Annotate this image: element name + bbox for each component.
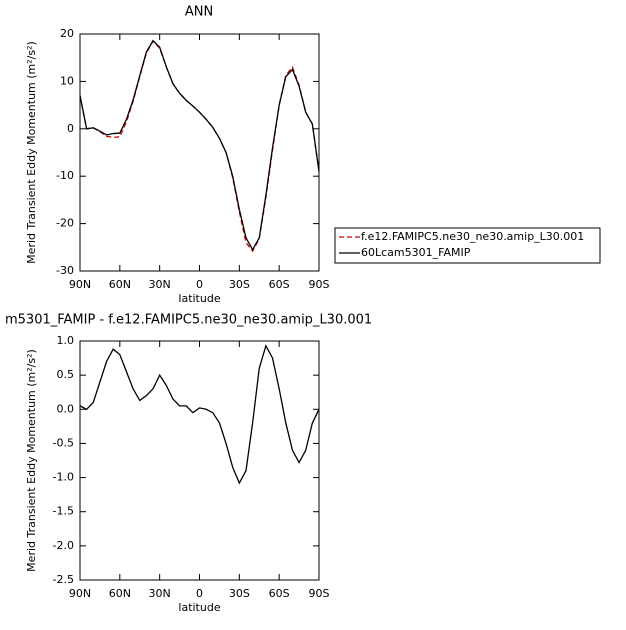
legend-box — [334, 227, 601, 264]
x-tick-label: 30N — [149, 587, 171, 600]
x-tick-label: 30N — [149, 278, 171, 291]
legend-label: f.e12.FAMIPC5.ne30_ne30.amip_L30.001 — [361, 230, 584, 243]
x-tick-label: 90N — [69, 278, 91, 291]
x-tick-label: 60N — [109, 587, 131, 600]
x-axis-label: latitude — [178, 601, 220, 614]
series-line — [79, 344, 320, 485]
y-tick-label: -0.5 — [53, 436, 74, 449]
y-tick-label: 0.5 — [57, 368, 75, 381]
y-tick-label: 10 — [60, 74, 74, 87]
chart-title: ANN — [185, 5, 213, 20]
x-tick-label: 30S — [229, 587, 250, 600]
x-tick-label: 90N — [69, 587, 91, 600]
y-tick-label: -2.0 — [53, 539, 74, 552]
y-tick-label: 0 — [67, 122, 74, 135]
y-axis-label: Merid Transient Eddy Momentum (m²/s²) — [25, 41, 38, 264]
y-tick-label: -1.5 — [53, 505, 74, 518]
x-axis-label: latitude — [178, 292, 220, 305]
y-tick-label: -10 — [56, 169, 74, 182]
y-tick-label: 20 — [60, 27, 74, 40]
y-tick-label: 1.0 — [57, 334, 75, 347]
y-axis-label: Merid Transient Eddy Momentum (m²/s²) — [25, 349, 38, 572]
x-tick-label: 90S — [309, 587, 330, 600]
y-tick-label: -20 — [56, 217, 74, 230]
x-tick-label: 60S — [269, 278, 290, 291]
x-tick-label: 90S — [309, 278, 330, 291]
legend-label: 60Lcam5301_FAMIP — [361, 246, 471, 259]
y-tick-label: -2.5 — [53, 573, 74, 586]
plot-frame — [79, 340, 320, 581]
series-line — [79, 39, 320, 251]
x-tick-label: 30S — [229, 278, 250, 291]
x-tick-label: 0 — [196, 278, 203, 291]
y-tick-label: -1.0 — [53, 471, 74, 484]
y-tick-label: 0.0 — [57, 402, 75, 415]
plot-frame — [79, 33, 320, 272]
chart-title: m5301_FAMIP - f.e12.FAMIPC5.ne30_ne30.am… — [5, 313, 372, 328]
x-tick-label: 0 — [196, 587, 203, 600]
x-tick-label: 60S — [269, 587, 290, 600]
series-line — [79, 40, 320, 253]
x-tick-label: 60N — [109, 278, 131, 291]
y-tick-label: -30 — [56, 264, 74, 277]
